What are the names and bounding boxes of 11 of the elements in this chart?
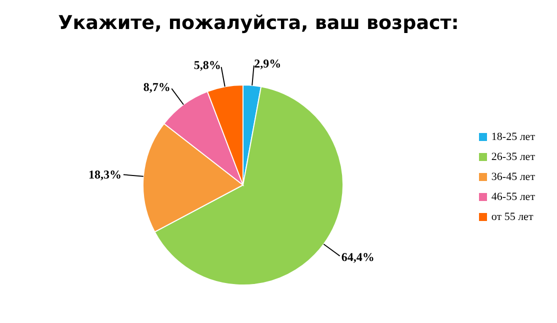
data-label: 2,9% <box>254 56 282 71</box>
data-label: 5,8% <box>194 58 221 72</box>
data-label: 18,3% <box>88 167 122 182</box>
legend-label: 36-45 лет <box>491 171 535 183</box>
legend-label: 46-55 лет <box>491 191 535 203</box>
chart-title: Укажите, пожалуйста, ваш возраст: <box>57 11 460 36</box>
legend-label: 18-25 лет <box>491 131 535 143</box>
data-label: 64,4% <box>341 250 374 264</box>
data-label: 8,7% <box>143 80 170 94</box>
legend-label: 26-35 лет <box>491 151 535 163</box>
legend-label: от 55 лет <box>491 211 534 223</box>
